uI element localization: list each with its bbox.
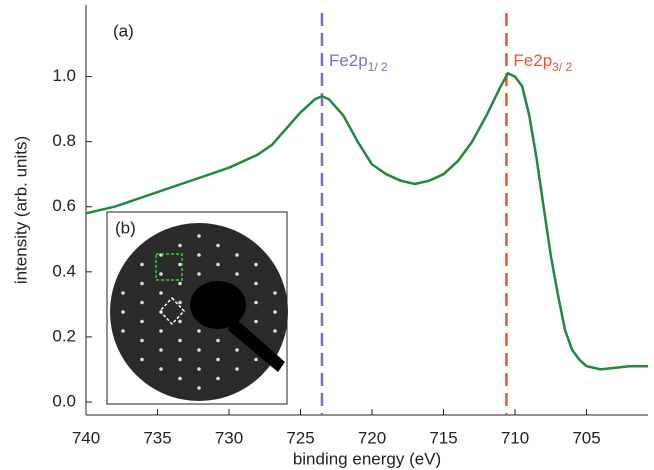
spot xyxy=(197,272,201,276)
y-tick-label: 0.6 xyxy=(52,196,76,215)
spot xyxy=(216,376,220,381)
spot xyxy=(235,272,239,276)
peak-name: Fe2p xyxy=(329,51,368,70)
spot xyxy=(235,253,239,257)
spot xyxy=(197,386,201,390)
y-tick-label: 0.8 xyxy=(52,131,76,150)
peak-label: Fe2p3/ 2 xyxy=(513,51,572,74)
unit-cell xyxy=(158,296,186,326)
spot xyxy=(178,300,182,305)
panel-label: (b) xyxy=(115,218,136,237)
y-tick-label: 0.2 xyxy=(52,326,76,345)
x-tick-label: 715 xyxy=(429,428,457,447)
spot xyxy=(254,281,258,286)
spot xyxy=(197,253,201,257)
y-axis-label: intensity (arb. units) xyxy=(11,136,30,284)
spot xyxy=(254,357,258,362)
spot xyxy=(140,262,144,267)
spot xyxy=(273,310,277,314)
spot xyxy=(159,329,163,333)
spot xyxy=(216,338,220,343)
spot xyxy=(197,348,201,352)
spot xyxy=(140,357,144,362)
spot xyxy=(159,367,163,371)
spot xyxy=(273,291,277,295)
unit-cell xyxy=(155,253,183,281)
spot xyxy=(178,262,182,267)
spectrum-line xyxy=(85,72,648,371)
spot xyxy=(178,338,182,343)
x-tick-label: 725 xyxy=(286,428,314,447)
spot xyxy=(140,338,144,343)
spot xyxy=(178,376,182,381)
x-tick-label: 705 xyxy=(572,428,600,447)
spot xyxy=(140,319,144,324)
inset: (b) xyxy=(106,211,288,405)
x-tick-label: 730 xyxy=(215,428,243,447)
x-tick-label: 740 xyxy=(72,428,100,447)
spot xyxy=(197,234,201,238)
shadow xyxy=(228,318,285,372)
peak-label: Fe2p1/ 2 xyxy=(329,51,388,74)
y-tick-label: 1.0 xyxy=(52,66,76,85)
x-tick-label: 735 xyxy=(143,428,171,447)
spot xyxy=(121,291,125,295)
spot xyxy=(178,243,182,248)
peak-name: Fe2p xyxy=(513,51,552,70)
spot xyxy=(121,310,125,314)
spot xyxy=(235,367,239,371)
spot xyxy=(216,357,220,362)
peak-subscript: 1/ 2 xyxy=(368,60,388,74)
spot xyxy=(216,262,220,267)
spot xyxy=(197,367,201,371)
peak-subscript: 3/ 2 xyxy=(552,60,572,74)
spot xyxy=(159,272,163,276)
x-axis-label: binding energy (eV) xyxy=(293,449,441,468)
spot xyxy=(159,291,163,295)
spot xyxy=(254,300,258,305)
spot xyxy=(121,329,125,333)
y-tick-label: 0.0 xyxy=(52,391,76,410)
spot xyxy=(140,281,144,286)
spot xyxy=(216,243,220,248)
y-tick-label: 0.4 xyxy=(52,261,76,280)
spot xyxy=(197,329,201,333)
spot xyxy=(273,329,277,333)
spot xyxy=(159,348,163,352)
spot xyxy=(254,319,258,324)
panel-label: (a) xyxy=(113,21,134,40)
spot xyxy=(254,262,258,267)
spot xyxy=(235,348,239,352)
spot xyxy=(178,319,182,324)
x-tick-label: 710 xyxy=(501,428,529,447)
spot xyxy=(140,300,144,305)
spot xyxy=(178,357,182,362)
spot xyxy=(178,281,182,286)
x-tick-label: 720 xyxy=(358,428,386,447)
shadow xyxy=(190,281,246,329)
